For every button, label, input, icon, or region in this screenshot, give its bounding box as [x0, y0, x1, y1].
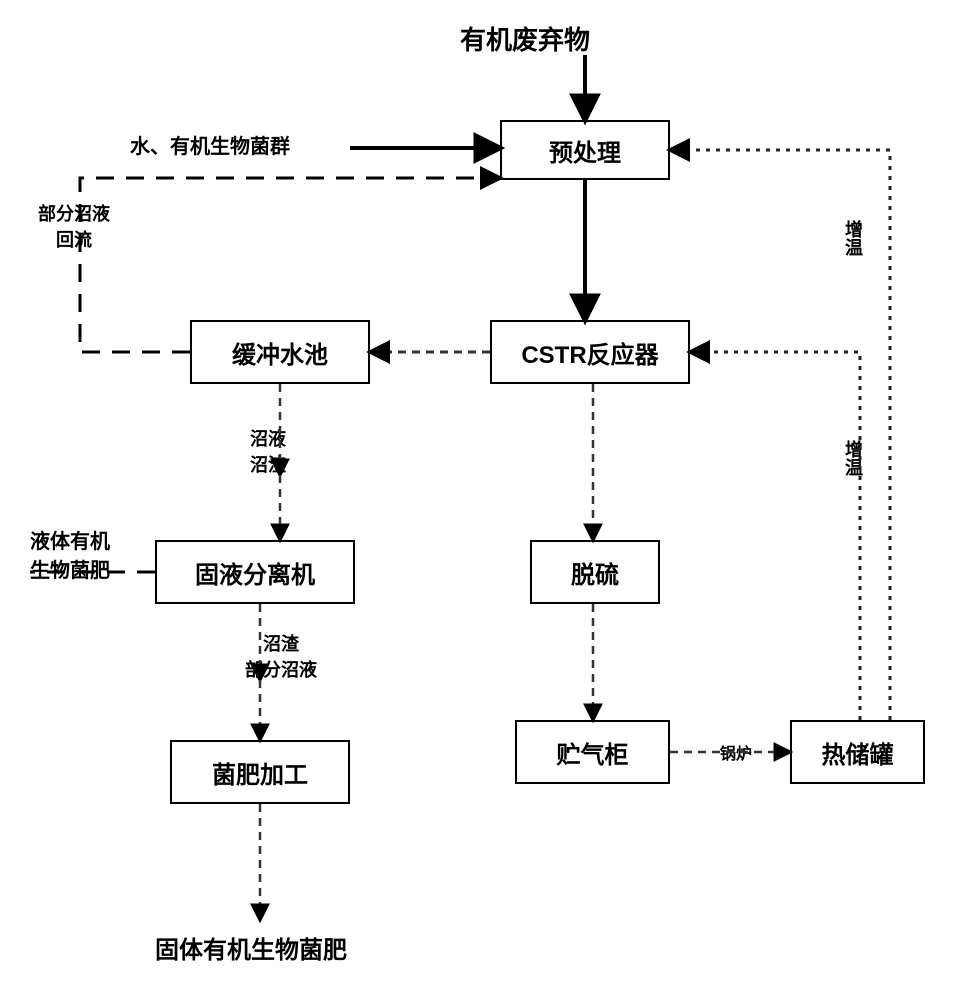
node-label: 缓冲水池 [232, 335, 328, 370]
label-liquid-fert: 液体有机 生物菌肥 [30, 525, 110, 583]
node-label: 菌肥加工 [212, 755, 308, 790]
node-separator: 固液分离机 [155, 540, 355, 604]
node-gastank: 贮气柜 [515, 720, 670, 784]
label-reflux: 部分沼液 回流 [38, 200, 110, 252]
node-label: 脱硫 [571, 555, 619, 590]
node-heattank: 热储罐 [790, 720, 925, 784]
label-residue-partial: 沼渣 部分沼液 [245, 630, 317, 682]
node-cstr: CSTR反应器 [490, 320, 690, 384]
node-processing: 菌肥加工 [170, 740, 350, 804]
node-label: 热储罐 [822, 735, 894, 770]
label-input-top: 有机废弃物 [460, 20, 590, 57]
node-label: 固液分离机 [195, 555, 315, 590]
label-boiler: 锅炉 [720, 740, 752, 764]
node-desulfur: 脱硫 [530, 540, 660, 604]
label-water-bio: 水、有机生物菌群 [130, 130, 290, 159]
label-biogas-slurry: 沼液 沼渣 [250, 425, 286, 477]
label-heating2: 增温 [840, 440, 866, 476]
node-label: 预处理 [549, 133, 621, 168]
label-heating1: 增温 [840, 220, 866, 256]
node-label: CSTR反应器 [521, 335, 658, 370]
node-pretreatment: 预处理 [500, 120, 670, 180]
node-buffer: 缓冲水池 [190, 320, 370, 384]
label-solid-fert: 固体有机生物菌肥 [155, 930, 347, 965]
node-label: 贮气柜 [557, 735, 629, 770]
